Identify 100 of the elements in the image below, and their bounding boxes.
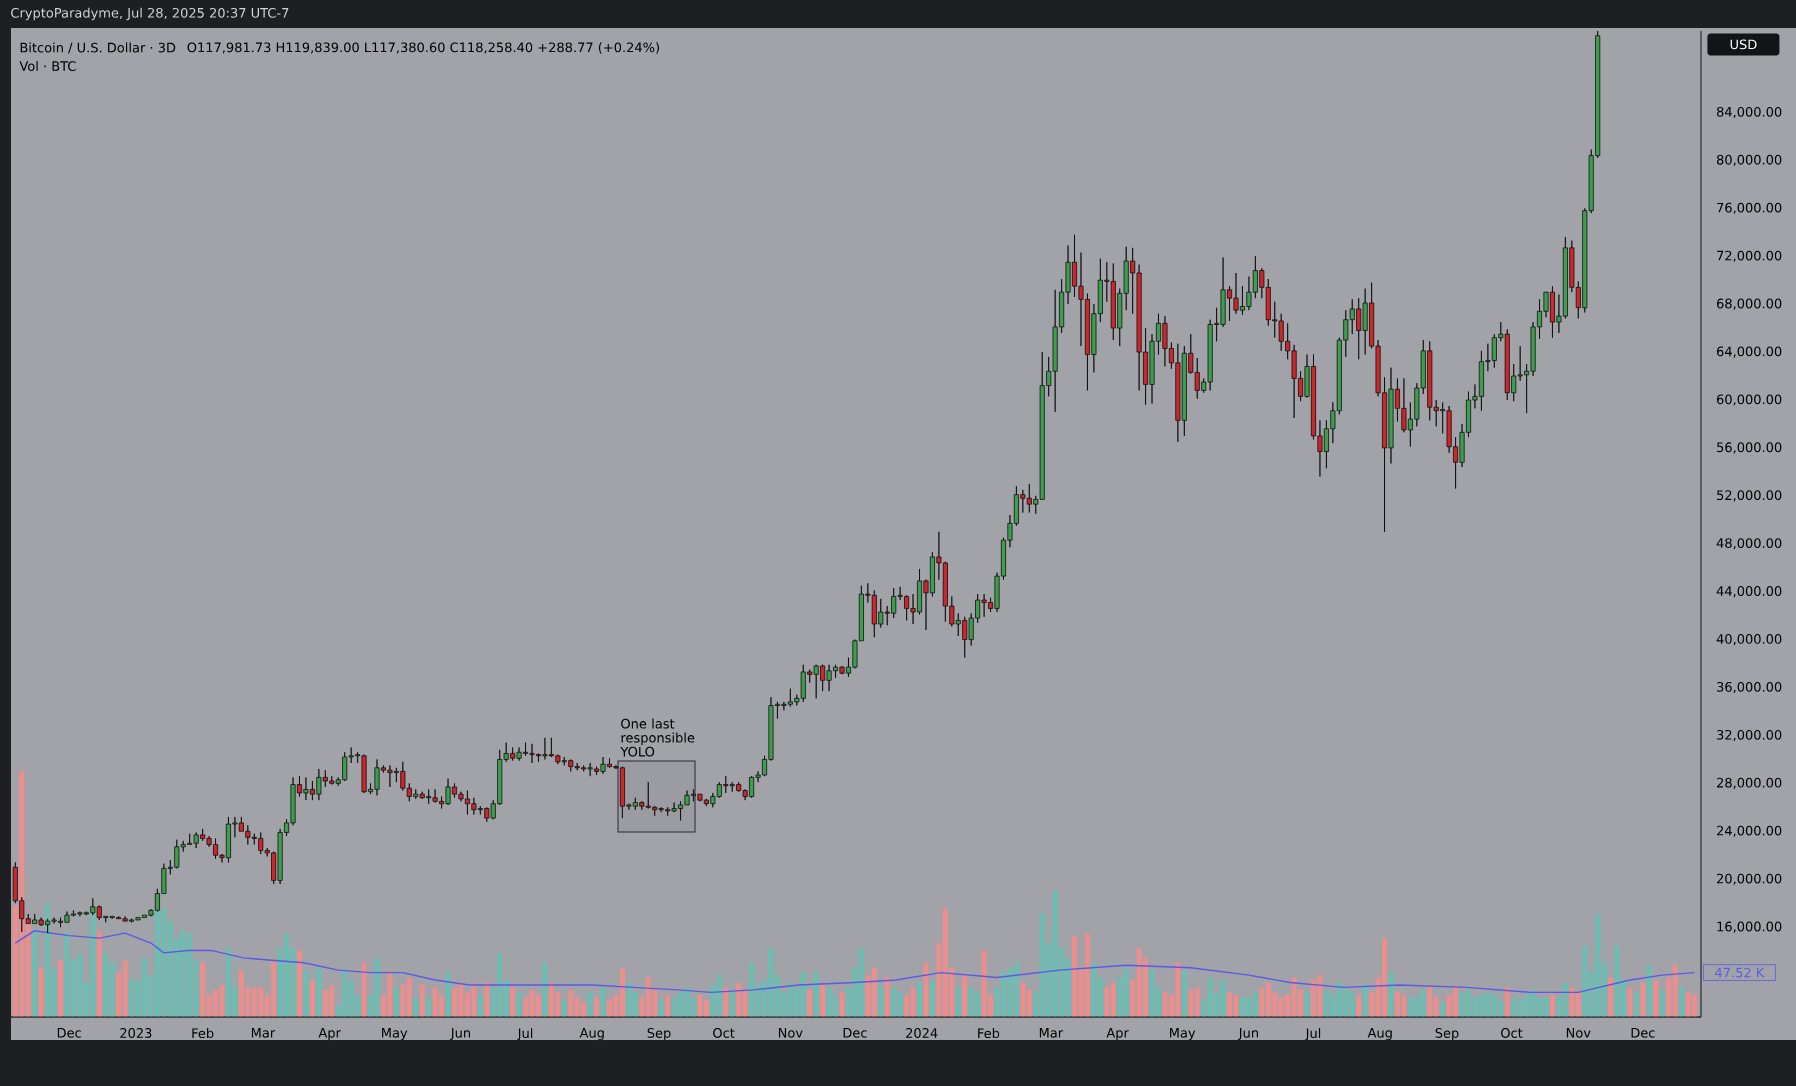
- bar: [1110, 982, 1116, 1017]
- bar: [923, 962, 929, 1017]
- text: CryptoParadyme, Jul 28, 2025 20:37 UTC-7: [11, 7, 289, 21]
- bar: [264, 994, 270, 1017]
- text: Bitcoin / U.S. Dollar · 3D: [20, 42, 176, 54]
- bar: [1304, 992, 1310, 1017]
- bar: [1562, 982, 1568, 1017]
- bar: [1420, 989, 1426, 1017]
- bar: [1356, 994, 1362, 1017]
- y-tick-label: 48,000.00: [1716, 538, 1782, 550]
- x-tick-label: Apr: [318, 1028, 341, 1041]
- bar: [955, 987, 961, 1017]
- x-tick-label: Sep: [647, 1028, 671, 1041]
- y-tick-label: 28,000.00: [1717, 777, 1782, 789]
- bar: [1394, 992, 1401, 1017]
- bar: [729, 992, 735, 1017]
- bar: [1117, 977, 1123, 1017]
- bar: [1504, 987, 1510, 1017]
- x-tick-label: Aug: [579, 1028, 604, 1041]
- x-tick-label: Jun: [450, 1028, 470, 1041]
- bar: [820, 984, 826, 1017]
- x-tick-label: Apr: [1106, 1028, 1129, 1041]
- bar: [419, 984, 425, 1017]
- x-tick-label: Feb: [978, 1028, 1000, 1039]
- bar: [884, 977, 890, 1017]
- y-tick-label: 76,000.00: [1717, 202, 1782, 214]
- x-tick-label: May: [1170, 1028, 1196, 1041]
- bar: [697, 994, 703, 1017]
- x-tick-label: Dec: [1631, 1028, 1655, 1038]
- bar: [962, 975, 968, 1017]
- bar: [723, 987, 729, 1017]
- bar: [57, 960, 64, 1017]
- bar: [1627, 987, 1633, 1017]
- x-tick-label: Feb: [192, 1028, 214, 1039]
- bar: [32, 930, 38, 1017]
- bar: [1349, 992, 1355, 1017]
- bar: [1369, 992, 1375, 1017]
- bar: [361, 962, 367, 1017]
- bar: [38, 967, 44, 1017]
- bar: [1181, 970, 1187, 1017]
- bar: [510, 987, 516, 1017]
- x-tick-label: Dec: [843, 1028, 867, 1038]
- bar: [1575, 992, 1581, 1017]
- x-tick-label: Oct: [1501, 1028, 1523, 1038]
- bar: [794, 987, 800, 1017]
- bar: [665, 994, 671, 1017]
- x-tick-label: Jul: [517, 1028, 533, 1041]
- y-tick-label: 44,000.00: [1716, 586, 1782, 598]
- bar: [316, 967, 322, 1017]
- x-tick-label: Dec: [57, 1028, 81, 1038]
- bar: [878, 984, 884, 1017]
- y-tick-label: 80,000.00: [1716, 154, 1782, 166]
- bar: [1252, 992, 1258, 1017]
- annotation: One last responsible YOLO: [620, 718, 695, 757]
- y-tick-label: 64,000.00: [1716, 346, 1782, 358]
- bar: [800, 972, 806, 1017]
- y-tick-label: 84,000.00: [1716, 106, 1782, 119]
- bar: [406, 977, 412, 1017]
- text: 47.52 K: [1715, 967, 1765, 978]
- bar: [626, 982, 632, 1017]
- bar: [1666, 977, 1672, 1017]
- bar: [1362, 984, 1368, 1017]
- bar: [1659, 989, 1665, 1017]
- y-tick-label: 32,000.00: [1717, 729, 1782, 742]
- bar: [484, 982, 490, 1017]
- bar: [897, 992, 903, 1017]
- x-tick-label: May: [382, 1028, 408, 1041]
- chart-title: Vol · BTC: [19, 60, 76, 72]
- bar: [1633, 992, 1639, 1017]
- bar: [1433, 997, 1439, 1017]
- bar: [1388, 972, 1394, 1017]
- bar: [632, 992, 638, 1017]
- x-tick-label: 2024: [906, 1028, 938, 1038]
- bar: [936, 943, 942, 1017]
- bar: [309, 980, 315, 1017]
- bar: [839, 992, 845, 1017]
- bar: [561, 999, 567, 1017]
- y-tick-label: 40,000.00: [1716, 634, 1782, 646]
- y-tick-label: 68,000.00: [1716, 298, 1782, 310]
- bar: [426, 997, 432, 1017]
- x-tick-label: Mar: [1039, 1028, 1064, 1038]
- y-tick-label: 60,000.00: [1716, 394, 1782, 406]
- y-tick-label: 20,000.00: [1717, 873, 1782, 885]
- bar: [1582, 945, 1588, 1017]
- bar: [296, 950, 303, 1017]
- bar: [109, 962, 115, 1017]
- bar: [1511, 997, 1517, 1017]
- y-tick-label: 36,000.00: [1717, 681, 1782, 694]
- bar: [445, 972, 451, 1017]
- bar: [716, 975, 722, 1017]
- bar: [1259, 987, 1265, 1017]
- bar: [600, 987, 606, 1017]
- bar: [1033, 992, 1039, 1017]
- bar: [871, 967, 877, 1017]
- bar: [1188, 989, 1194, 1017]
- bar: [96, 930, 102, 1017]
- text: O117,981.73 H119,839.00 L117,380.60 C118,258.40 +288.77 (+0.24%): [187, 42, 659, 54]
- x-tick-label: Nov: [778, 1028, 803, 1038]
- bar: [400, 984, 406, 1017]
- bar: [1020, 982, 1026, 1017]
